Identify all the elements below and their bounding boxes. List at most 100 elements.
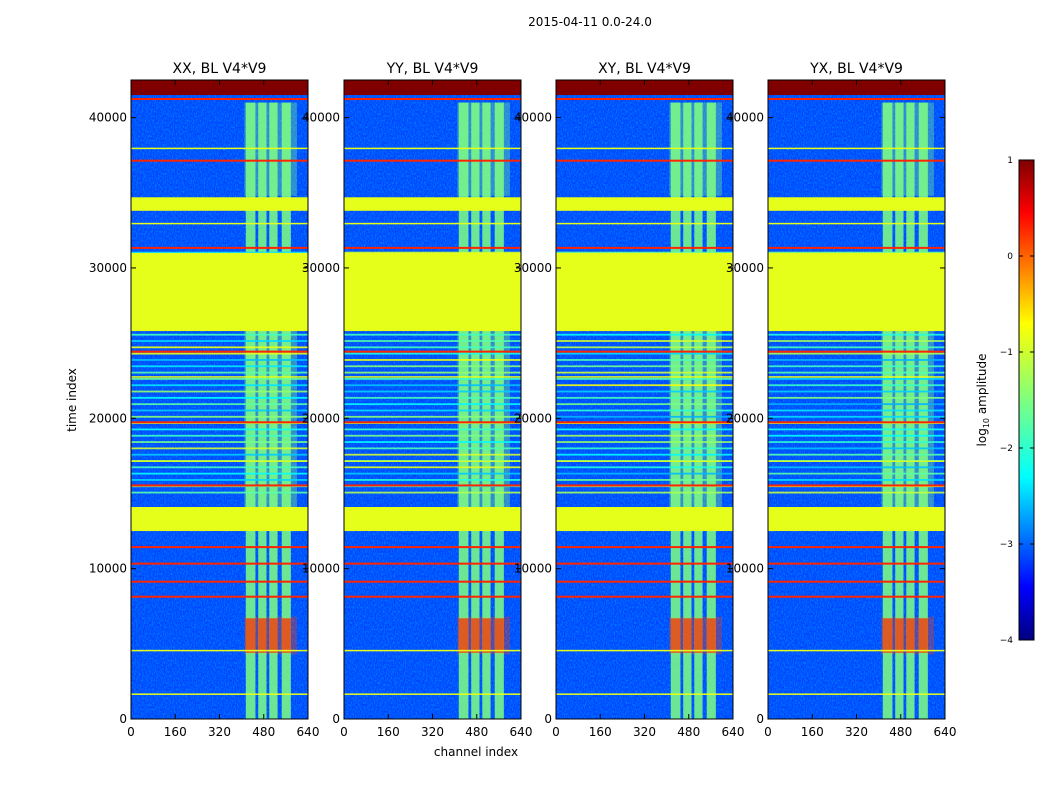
time-stripe [768,365,945,368]
flag-line [768,222,945,225]
panel-title: YY, BL V4*V9 [386,61,479,77]
time-stripe [768,428,945,431]
time-stripe [556,415,733,418]
panel-yy: YY, BL V4*V9 0 160 320 480 640 0 10000 20000 3000… [302,61,533,739]
colorbar-tick-label: −4 [1000,636,1014,646]
flag-line [344,484,521,487]
time-stripe [768,409,945,412]
flag-line [344,546,521,549]
flag-line [344,98,521,101]
flag-line [556,484,733,487]
time-stripe [344,472,521,475]
time-stripe [768,466,945,469]
signal-burst [494,618,504,653]
flag-line [344,580,521,583]
flag-line [556,246,733,249]
time-stripe [768,491,945,494]
time-stripe [556,491,733,494]
colorbar-tick-label: −3 [1000,540,1013,550]
y-tick-label: 20000 [726,411,764,425]
time-stripe [768,352,945,355]
panel-noise [768,80,945,719]
colorbar-tick-label: −2 [1000,444,1013,454]
flag-line [768,562,945,565]
flag-line [768,376,945,378]
time-stripe [768,371,945,374]
time-stripe [556,384,733,387]
time-stripe [131,453,308,456]
flag-line [131,595,308,598]
panel-noise [556,80,733,719]
time-stripe [131,371,308,374]
time-stripe [131,384,308,387]
x-tick-label: 320 [633,725,656,739]
flag-line [131,222,308,225]
time-stripe [131,377,308,380]
time-stripe [556,352,733,355]
time-stripe [768,396,945,399]
time-stripe [556,365,733,368]
x-tick-label: 160 [589,725,612,739]
time-stripe [556,428,733,431]
flag-line [556,546,733,549]
time-stripe [344,428,521,431]
panel-title: XY, BL V4*V9 [598,61,691,77]
time-stripe [556,403,733,406]
x-tick-label: 640 [510,725,533,739]
flag-line [768,159,945,162]
flag-line [556,595,733,598]
time-stripe [131,491,308,494]
panel-noise [344,80,521,719]
flag-line [131,350,308,353]
time-stripe [344,491,521,494]
signal-burst [482,618,491,653]
flag-line [768,147,945,150]
x-tick-label: 0 [127,725,135,739]
time-stripe [768,453,945,456]
flag-line [131,460,308,462]
colorbar-label-main: log [975,428,989,446]
time-stripe [768,403,945,406]
x-tick-label: 480 [252,725,275,739]
colorbar-label-subscript: 10 [982,418,991,428]
time-stripe [768,346,945,349]
time-stripe [131,441,308,443]
flagged-band [556,197,733,211]
y-tick-label: 40000 [302,111,340,125]
flagged-band [556,507,733,532]
flag-line [344,595,521,598]
y-tick-label: 20000 [514,411,552,425]
x-tick-label: 0 [340,725,348,739]
flag-line [131,421,308,424]
time-stripe [556,472,733,475]
time-stripe [344,340,521,342]
time-stripe [344,453,521,456]
time-stripe [344,479,521,481]
time-stripe [344,466,521,469]
x-tick-label: 0 [552,725,560,739]
flag-line [131,147,308,150]
y-tick-label: 20000 [89,411,127,425]
signal-burst [918,618,928,653]
flag-line [344,421,521,424]
y-tick-label: 40000 [514,111,552,125]
flag-line [344,222,521,225]
x-tick-label: 160 [801,725,824,739]
flagged-band [768,197,945,211]
colorbar: 10 −1 −2 −3 −4 log10 amplitude [975,156,1035,646]
y-tick-label: 30000 [302,261,340,275]
time-stripe [768,384,945,387]
time-stripe [556,251,733,254]
time-stripe [556,333,733,336]
y-tick-label: 30000 [726,261,764,275]
flag-line [556,222,733,225]
time-stripe [768,472,945,475]
colorbar-label: log10 amplitude [975,354,991,447]
time-stripe [556,453,733,456]
y-tick-label: 40000 [89,111,127,125]
colorbar-tick-label: −1 [1000,348,1013,358]
flag-line [131,562,308,565]
time-stripe [768,333,945,336]
time-stripe [344,346,521,349]
time-stripe [131,466,308,469]
